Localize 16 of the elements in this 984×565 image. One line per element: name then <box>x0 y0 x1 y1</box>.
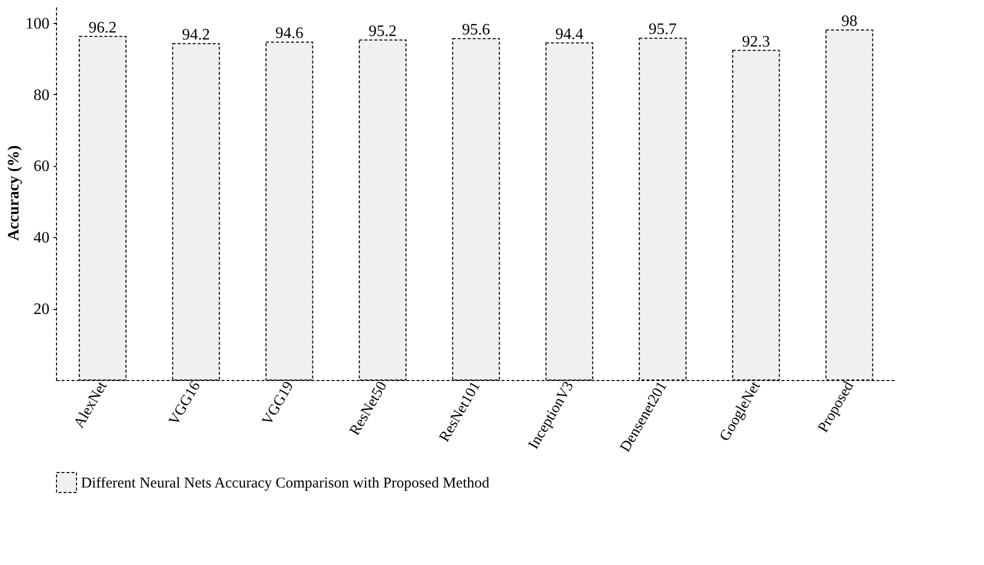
data-label: 98 <box>841 13 858 30</box>
y-tick-label: 20 <box>34 301 50 318</box>
data-label: 94.4 <box>555 26 584 43</box>
data-label: 95.7 <box>648 21 677 38</box>
y-tick-label: 40 <box>34 230 50 247</box>
data-label: 95.6 <box>462 22 490 39</box>
data-label: 94.6 <box>275 25 304 42</box>
y-tick-label: 60 <box>34 158 50 176</box>
y-tick-label: 100 <box>26 15 50 32</box>
data-label: 95.2 <box>368 23 397 40</box>
y-axis-title: Accuracy (%) <box>6 145 22 241</box>
legend-label: Different Neural Nets Accuracy Comparison with Proposed Method <box>81 476 490 492</box>
data-label: 94.2 <box>182 26 210 44</box>
y-tick-label: 80 <box>34 86 50 104</box>
data-label: 96.2 <box>88 19 117 36</box>
data-label: 92.3 <box>742 33 770 50</box>
